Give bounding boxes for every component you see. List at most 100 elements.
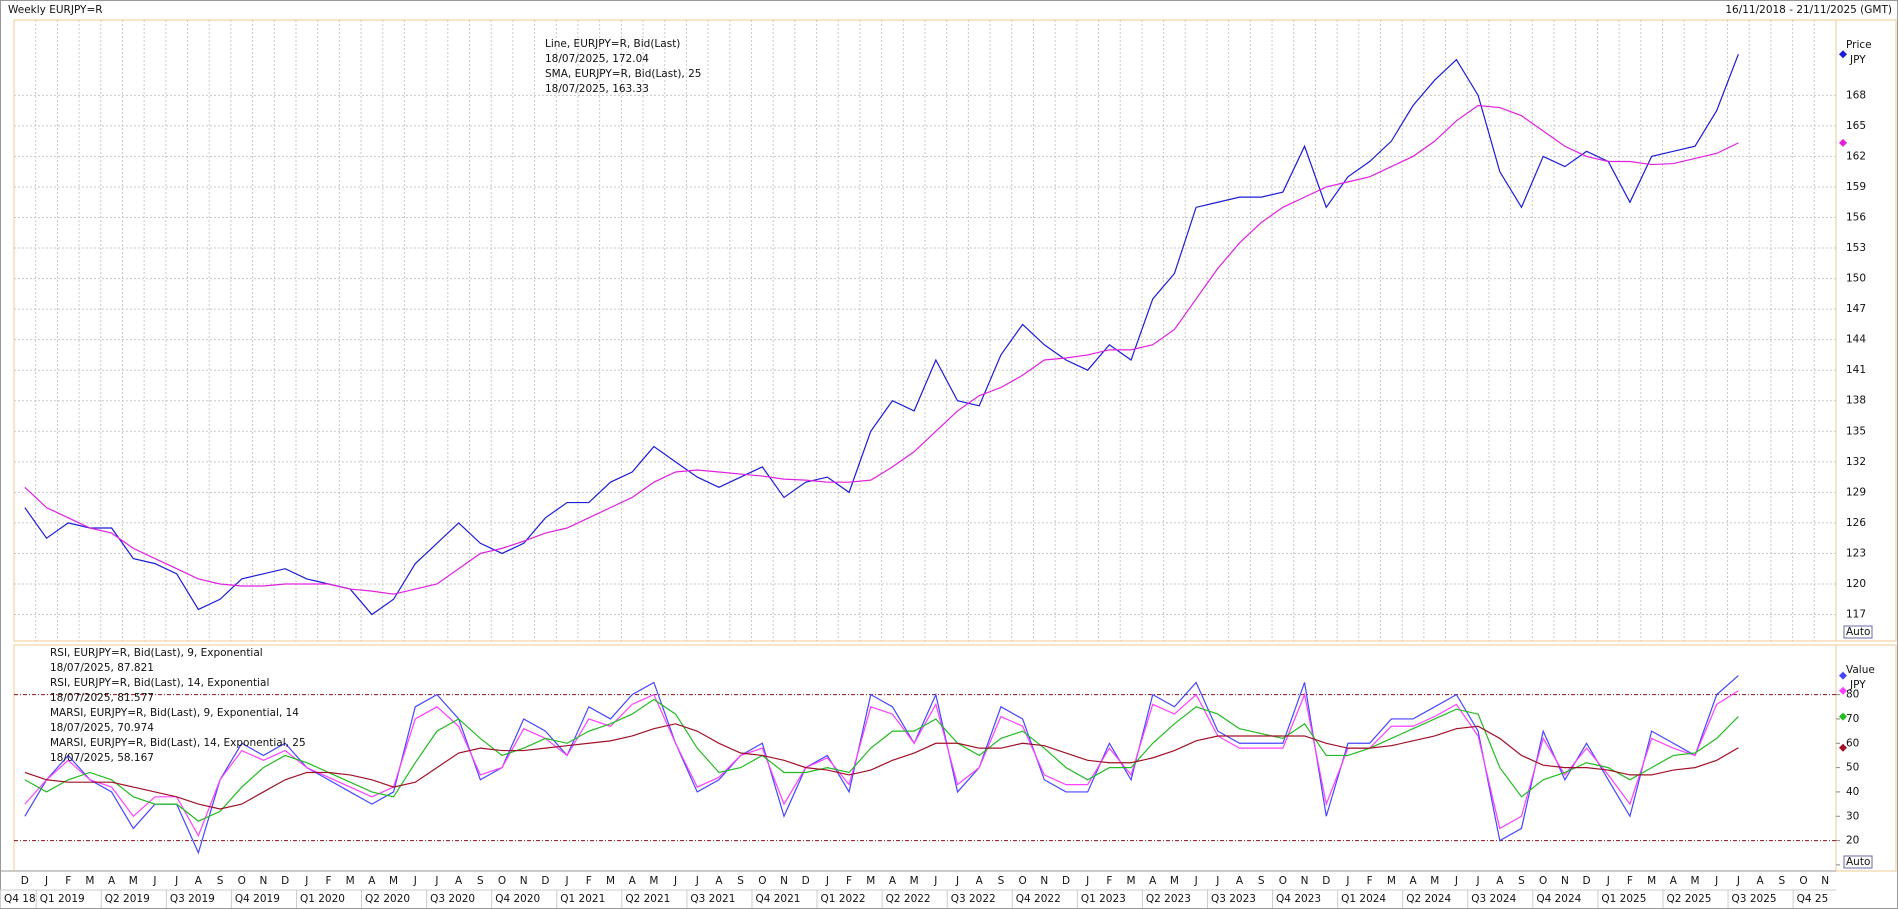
quarter-label: Q4 2019	[235, 893, 280, 905]
y-tick-label: 117	[1846, 609, 1866, 621]
series-line	[24, 723, 1739, 810]
x-tick-label: N	[260, 875, 268, 887]
quarter-label: Q2 2024	[1406, 893, 1451, 905]
axis-unit: JPY	[1849, 679, 1866, 691]
last-value-marker	[1839, 712, 1847, 721]
x-tick-label: N	[1040, 875, 1048, 887]
x-tick-label: D	[21, 875, 29, 887]
x-tick-label: A	[889, 875, 897, 887]
legend-last: 18/07/2025, 87.821	[50, 662, 154, 674]
y-tick-label: 126	[1846, 517, 1866, 529]
y-tick-label: 135	[1846, 425, 1866, 437]
x-tick-label: J	[1345, 875, 1349, 887]
x-tick-label: F	[325, 875, 331, 887]
x-tick-label: O	[238, 875, 246, 887]
axis-title: Value	[1846, 664, 1875, 676]
y-tick-label: 138	[1846, 395, 1866, 407]
quarter-label: Q3 2019	[170, 893, 215, 905]
series-line	[24, 53, 1739, 616]
scale-button-label[interactable]: Auto	[1846, 856, 1870, 868]
x-tick-label: F	[1106, 875, 1112, 887]
x-tick-label: M	[1387, 875, 1396, 887]
quarter-label: Q3 2023	[1211, 893, 1256, 905]
quarter-label: Q4 2024	[1536, 893, 1581, 905]
x-tick-label: M	[129, 875, 138, 887]
last-value-marker	[1839, 50, 1847, 59]
legend-last: 18/07/2025, 81.577	[50, 692, 154, 704]
x-tick-label: J	[1736, 875, 1740, 887]
quarter-label: Q4 2020	[495, 893, 540, 905]
x-tick-label: M	[866, 875, 875, 887]
axis-title: Price	[1846, 39, 1872, 51]
x-tick-label: N	[780, 875, 788, 887]
x-tick-label: O	[758, 875, 766, 887]
quarter-label: Q4 18	[4, 893, 36, 905]
y-tick-label: 150	[1846, 273, 1866, 285]
x-tick-label: N	[1301, 875, 1309, 887]
x-tick-label: M	[346, 875, 355, 887]
quarter-label: Q4 2021	[755, 893, 800, 905]
x-tick-label: O	[1018, 875, 1026, 887]
x-tick-label: D	[281, 875, 289, 887]
y-tick-label: 168	[1846, 89, 1866, 101]
x-tick-label: D	[1322, 875, 1330, 887]
last-value-marker	[1839, 686, 1847, 695]
x-tick-label: D	[1062, 875, 1070, 887]
x-tick-label: J	[413, 875, 417, 887]
scale-button[interactable]	[1843, 855, 1873, 869]
axis-frame	[1835, 19, 1897, 642]
x-tick-label: S	[1258, 875, 1265, 887]
last-value-marker	[1839, 138, 1847, 147]
x-tick-label: M	[85, 875, 94, 887]
legend-name: Line, EURJPY=R, Bid(Last)	[545, 38, 680, 50]
scale-button[interactable]	[1843, 625, 1873, 639]
x-tick-label: F	[586, 875, 592, 887]
x-tick-label: F	[1627, 875, 1633, 887]
y-tick-label: 153	[1846, 242, 1866, 254]
legend-name: RSI, EURJPY=R, Bid(Last), 9, Exponential	[50, 647, 263, 659]
x-tick-label: J	[304, 875, 308, 887]
last-value-marker	[1839, 671, 1847, 680]
y-tick-label: 147	[1846, 303, 1866, 315]
x-tick-label: S	[1778, 875, 1785, 887]
x-tick-label: J	[152, 875, 156, 887]
x-tick-label: D	[1583, 875, 1591, 887]
y-tick-label: 80	[1846, 689, 1859, 701]
quarter-label: Q2 2025	[1666, 893, 1711, 905]
legend-name: MARSI, EURJPY=R, Bid(Last), 14, Exponent…	[50, 737, 306, 749]
x-tick-label: J	[44, 875, 48, 887]
x-tick-label: J	[565, 875, 569, 887]
x-tick-label: O	[1799, 875, 1807, 887]
y-tick-label: 120	[1846, 578, 1866, 590]
y-tick-label: 141	[1846, 364, 1866, 376]
y-tick-label: 129	[1846, 486, 1866, 498]
x-tick-label: J	[1194, 875, 1198, 887]
quarter-label: Q1 2024	[1341, 893, 1386, 905]
scale-button-label[interactable]: Auto	[1846, 626, 1870, 638]
y-tick-label: 165	[1846, 120, 1866, 132]
y-tick-label: 50	[1846, 762, 1859, 774]
series-line	[24, 698, 1739, 822]
quarter-label: Q1 2025	[1601, 893, 1646, 905]
x-tick-label: J	[1606, 875, 1610, 887]
x-tick-label: M	[606, 875, 615, 887]
last-value-marker	[1839, 743, 1847, 752]
axis-unit: JPY	[1849, 54, 1866, 66]
quarter-label: Q4 25	[1797, 893, 1829, 905]
quarter-label: Q3 2024	[1471, 893, 1516, 905]
x-tick-label: N	[1821, 875, 1829, 887]
x-tick-label: O	[498, 875, 506, 887]
x-tick-label: S	[217, 875, 224, 887]
legend-last: 18/07/2025, 70.974	[50, 722, 154, 734]
y-tick-label: 144	[1846, 334, 1866, 346]
legend-name: MARSI, EURJPY=R, Bid(Last), 9, Exponenti…	[50, 707, 299, 719]
date-range: 16/11/2018 - 21/11/2025 (GMT)	[1725, 4, 1892, 16]
x-tick-label: J	[1476, 875, 1480, 887]
x-tick-label: F	[1367, 875, 1373, 887]
quarter-label: Q3 2021	[690, 893, 735, 905]
x-tick-label: J	[933, 875, 937, 887]
x-tick-label: M	[910, 875, 919, 887]
quarter-label: Q2 2019	[105, 893, 150, 905]
